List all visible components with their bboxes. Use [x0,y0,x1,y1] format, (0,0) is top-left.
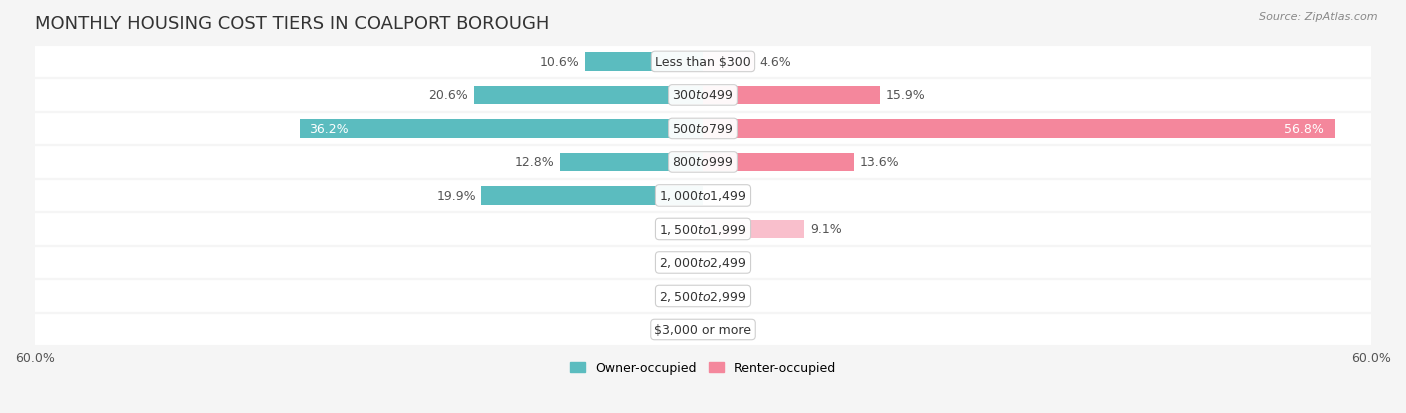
Text: $2,000 to $2,499: $2,000 to $2,499 [659,256,747,270]
Text: $1,500 to $1,999: $1,500 to $1,999 [659,223,747,236]
Bar [703,86,880,105]
Bar [561,153,703,172]
Bar [703,120,1336,138]
Text: Less than $300: Less than $300 [655,56,751,69]
Text: $3,000 or more: $3,000 or more [655,323,751,336]
Legend: Owner-occupied, Renter-occupied: Owner-occupied, Renter-occupied [565,356,841,379]
Text: $800 to $999: $800 to $999 [672,156,734,169]
Bar [703,220,804,239]
Text: 20.6%: 20.6% [429,89,468,102]
Text: 9.1%: 9.1% [810,223,842,236]
Text: $300 to $499: $300 to $499 [672,89,734,102]
Text: 15.9%: 15.9% [886,89,925,102]
Text: 13.6%: 13.6% [860,156,900,169]
Bar [299,120,703,138]
Text: 4.6%: 4.6% [759,56,792,69]
Bar [474,86,703,105]
Bar [703,153,855,172]
Text: MONTHLY HOUSING COST TIERS IN COALPORT BOROUGH: MONTHLY HOUSING COST TIERS IN COALPORT B… [35,15,550,33]
Bar [35,45,1371,79]
Text: 12.8%: 12.8% [515,156,555,169]
Bar [35,179,1371,213]
Bar [35,280,1371,313]
Bar [35,213,1371,246]
Text: 10.6%: 10.6% [540,56,579,69]
Bar [481,187,703,205]
Text: 36.2%: 36.2% [309,123,349,135]
Bar [703,53,754,71]
Bar [35,112,1371,146]
Text: 19.9%: 19.9% [436,190,475,202]
Text: 56.8%: 56.8% [1285,123,1324,135]
Bar [585,53,703,71]
Text: Source: ZipAtlas.com: Source: ZipAtlas.com [1260,12,1378,22]
Bar [35,313,1371,347]
Bar [35,79,1371,112]
Bar [35,146,1371,179]
Text: $1,000 to $1,499: $1,000 to $1,499 [659,189,747,203]
Bar [35,246,1371,280]
Text: $500 to $799: $500 to $799 [672,123,734,135]
Text: $2,500 to $2,999: $2,500 to $2,999 [659,289,747,303]
